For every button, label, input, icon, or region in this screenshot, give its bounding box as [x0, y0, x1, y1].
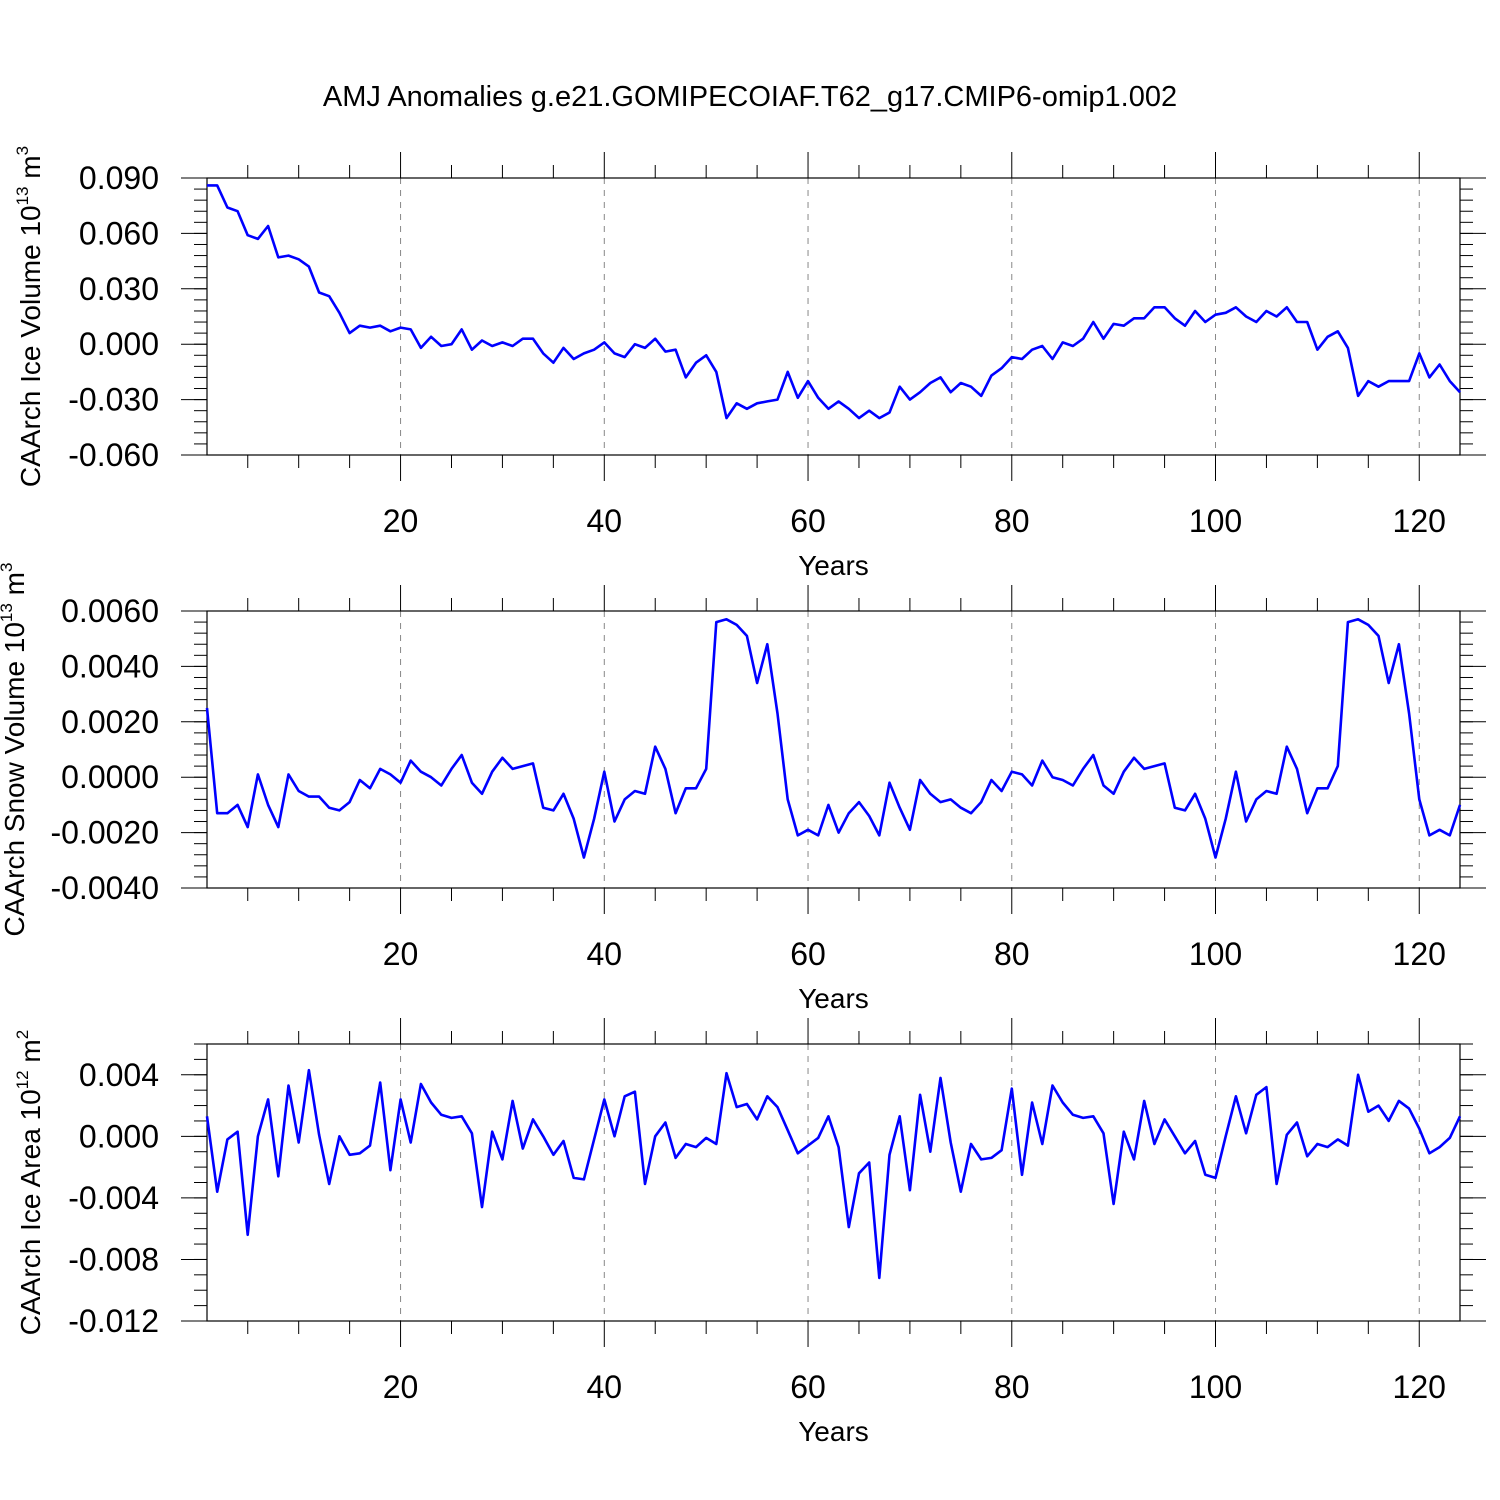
- ice-area-y-label-text: CAArch Ice Area 10: [15, 1089, 46, 1335]
- ice-area-x-tick-label: 60: [790, 1369, 826, 1405]
- ice-volume-y-label-unit-exp: 3: [13, 146, 32, 155]
- snow-volume-x-tick-label: 40: [586, 936, 622, 972]
- snow-volume-x-tick-label: 120: [1393, 936, 1446, 972]
- ice-area-x-tick-label: 100: [1189, 1369, 1242, 1405]
- ice-area-y-label-unit: m: [15, 1039, 46, 1070]
- snow-volume-series-line: [205, 617, 1462, 859]
- ice-volume-series-line: [207, 184, 1461, 420]
- snow-volume-x-tick-label: 60: [790, 936, 826, 972]
- ice-area-x-tick-label: 20: [383, 1369, 419, 1405]
- ice-volume-x-tick-label: 120: [1393, 503, 1446, 539]
- ice-volume-x-tick-label: 80: [994, 503, 1030, 539]
- snow-volume-y-axis-label: CAArch Snow Volume 1013 m3: [0, 563, 30, 937]
- ice-area-x-tick-label: 80: [994, 1369, 1030, 1405]
- snow-volume-y-label-unit: m: [0, 572, 30, 603]
- ice-area-y-tick-label: -0.008: [68, 1241, 159, 1277]
- figure-title: AMJ Anomalies g.e21.GOMIPECOIAF.T62_g17.…: [323, 81, 1177, 113]
- ice-area-series-line: [205, 1068, 1462, 1280]
- ice-volume-y-tick-label: -0.060: [68, 437, 159, 473]
- ice-area-y-tick-label: -0.012: [68, 1303, 159, 1339]
- snow-volume-x-tick-label: 80: [994, 936, 1030, 972]
- snow-volume-y-label-exp: 13: [0, 603, 16, 622]
- ice-volume-panel: -0.060 -0.030 0.000 0.030 0.060 0.090 20 40 60 80…: [13, 146, 1486, 581]
- ice-volume-y-label-text: CAArch Ice Volume 10: [15, 205, 46, 487]
- snow-volume-x-tick-label: 100: [1189, 936, 1242, 972]
- ice-area-plot-frame: [206, 1043, 1461, 1322]
- ice-volume-x-tick-label: 100: [1189, 503, 1242, 539]
- ice-area-y-tick-label: 0.004: [79, 1057, 159, 1093]
- snow-volume-panel: -0.0040 -0.0020 0.0000 0.0020 0.0040 0.0060 20…: [0, 563, 1486, 1014]
- ice-volume-x-axis-label: Years: [798, 550, 869, 581]
- snow-volume-y-tick-label: 0.0040: [61, 648, 159, 684]
- ice-area-x-tick-label: 120: [1393, 1369, 1446, 1405]
- ice-volume-plot-frame: [206, 177, 1461, 456]
- ice-area-x-tick-label: 40: [586, 1369, 622, 1405]
- ice-volume-y-axis-label: CAArch Ice Volume 1013 m3: [13, 146, 46, 487]
- ice-volume-x-tick-label: 40: [586, 503, 622, 539]
- ice-area-panel: -0.012 -0.008 -0.004 0.000 0.004 20 40 60 80 100 1…: [13, 1018, 1486, 1447]
- snow-volume-y-label-text: CAArch Snow Volume 10: [0, 622, 30, 936]
- ice-volume-y-label-exp: 13: [13, 186, 32, 205]
- ice-area-y-label-exp: 12: [13, 1070, 32, 1089]
- ice-area-y-tick-label: -0.004: [68, 1180, 159, 1216]
- ice-volume-y-tick-label: -0.030: [68, 382, 159, 418]
- snow-volume-y-label-unit-exp: 3: [0, 563, 16, 572]
- snow-volume-y-tick-label: -0.0020: [50, 815, 159, 851]
- snow-volume-y-tick-label: 0.0020: [61, 704, 159, 740]
- snow-volume-y-tick-label: 0.0000: [61, 759, 159, 795]
- ice-volume-y-tick-label: 0.060: [79, 215, 159, 251]
- ice-volume-y-tick-label: 0.030: [79, 271, 159, 307]
- ice-volume-y-tick-label: 0.000: [79, 326, 159, 362]
- ice-area-y-tick-label: 0.000: [79, 1118, 159, 1154]
- snow-volume-y-tick-label: 0.0060: [61, 593, 159, 629]
- ice-volume-y-label-unit: m: [15, 155, 46, 186]
- ice-volume-x-tick-label: 60: [790, 503, 826, 539]
- ice-area-x-axis-label: Years: [798, 1416, 869, 1447]
- snow-volume-x-tick-label: 20: [383, 936, 419, 972]
- snow-volume-y-tick-label: -0.0040: [50, 870, 159, 906]
- ice-volume-y-tick-label: 0.090: [79, 160, 159, 196]
- ice-area-y-axis-label: CAArch Ice Area 1012 m2: [13, 1030, 46, 1335]
- snow-volume-x-axis-label: Years: [798, 983, 869, 1014]
- snow-volume-plot-frame: [206, 610, 1461, 889]
- ice-area-y-label-unit-exp: 2: [13, 1030, 32, 1039]
- ice-volume-x-tick-label: 20: [383, 503, 419, 539]
